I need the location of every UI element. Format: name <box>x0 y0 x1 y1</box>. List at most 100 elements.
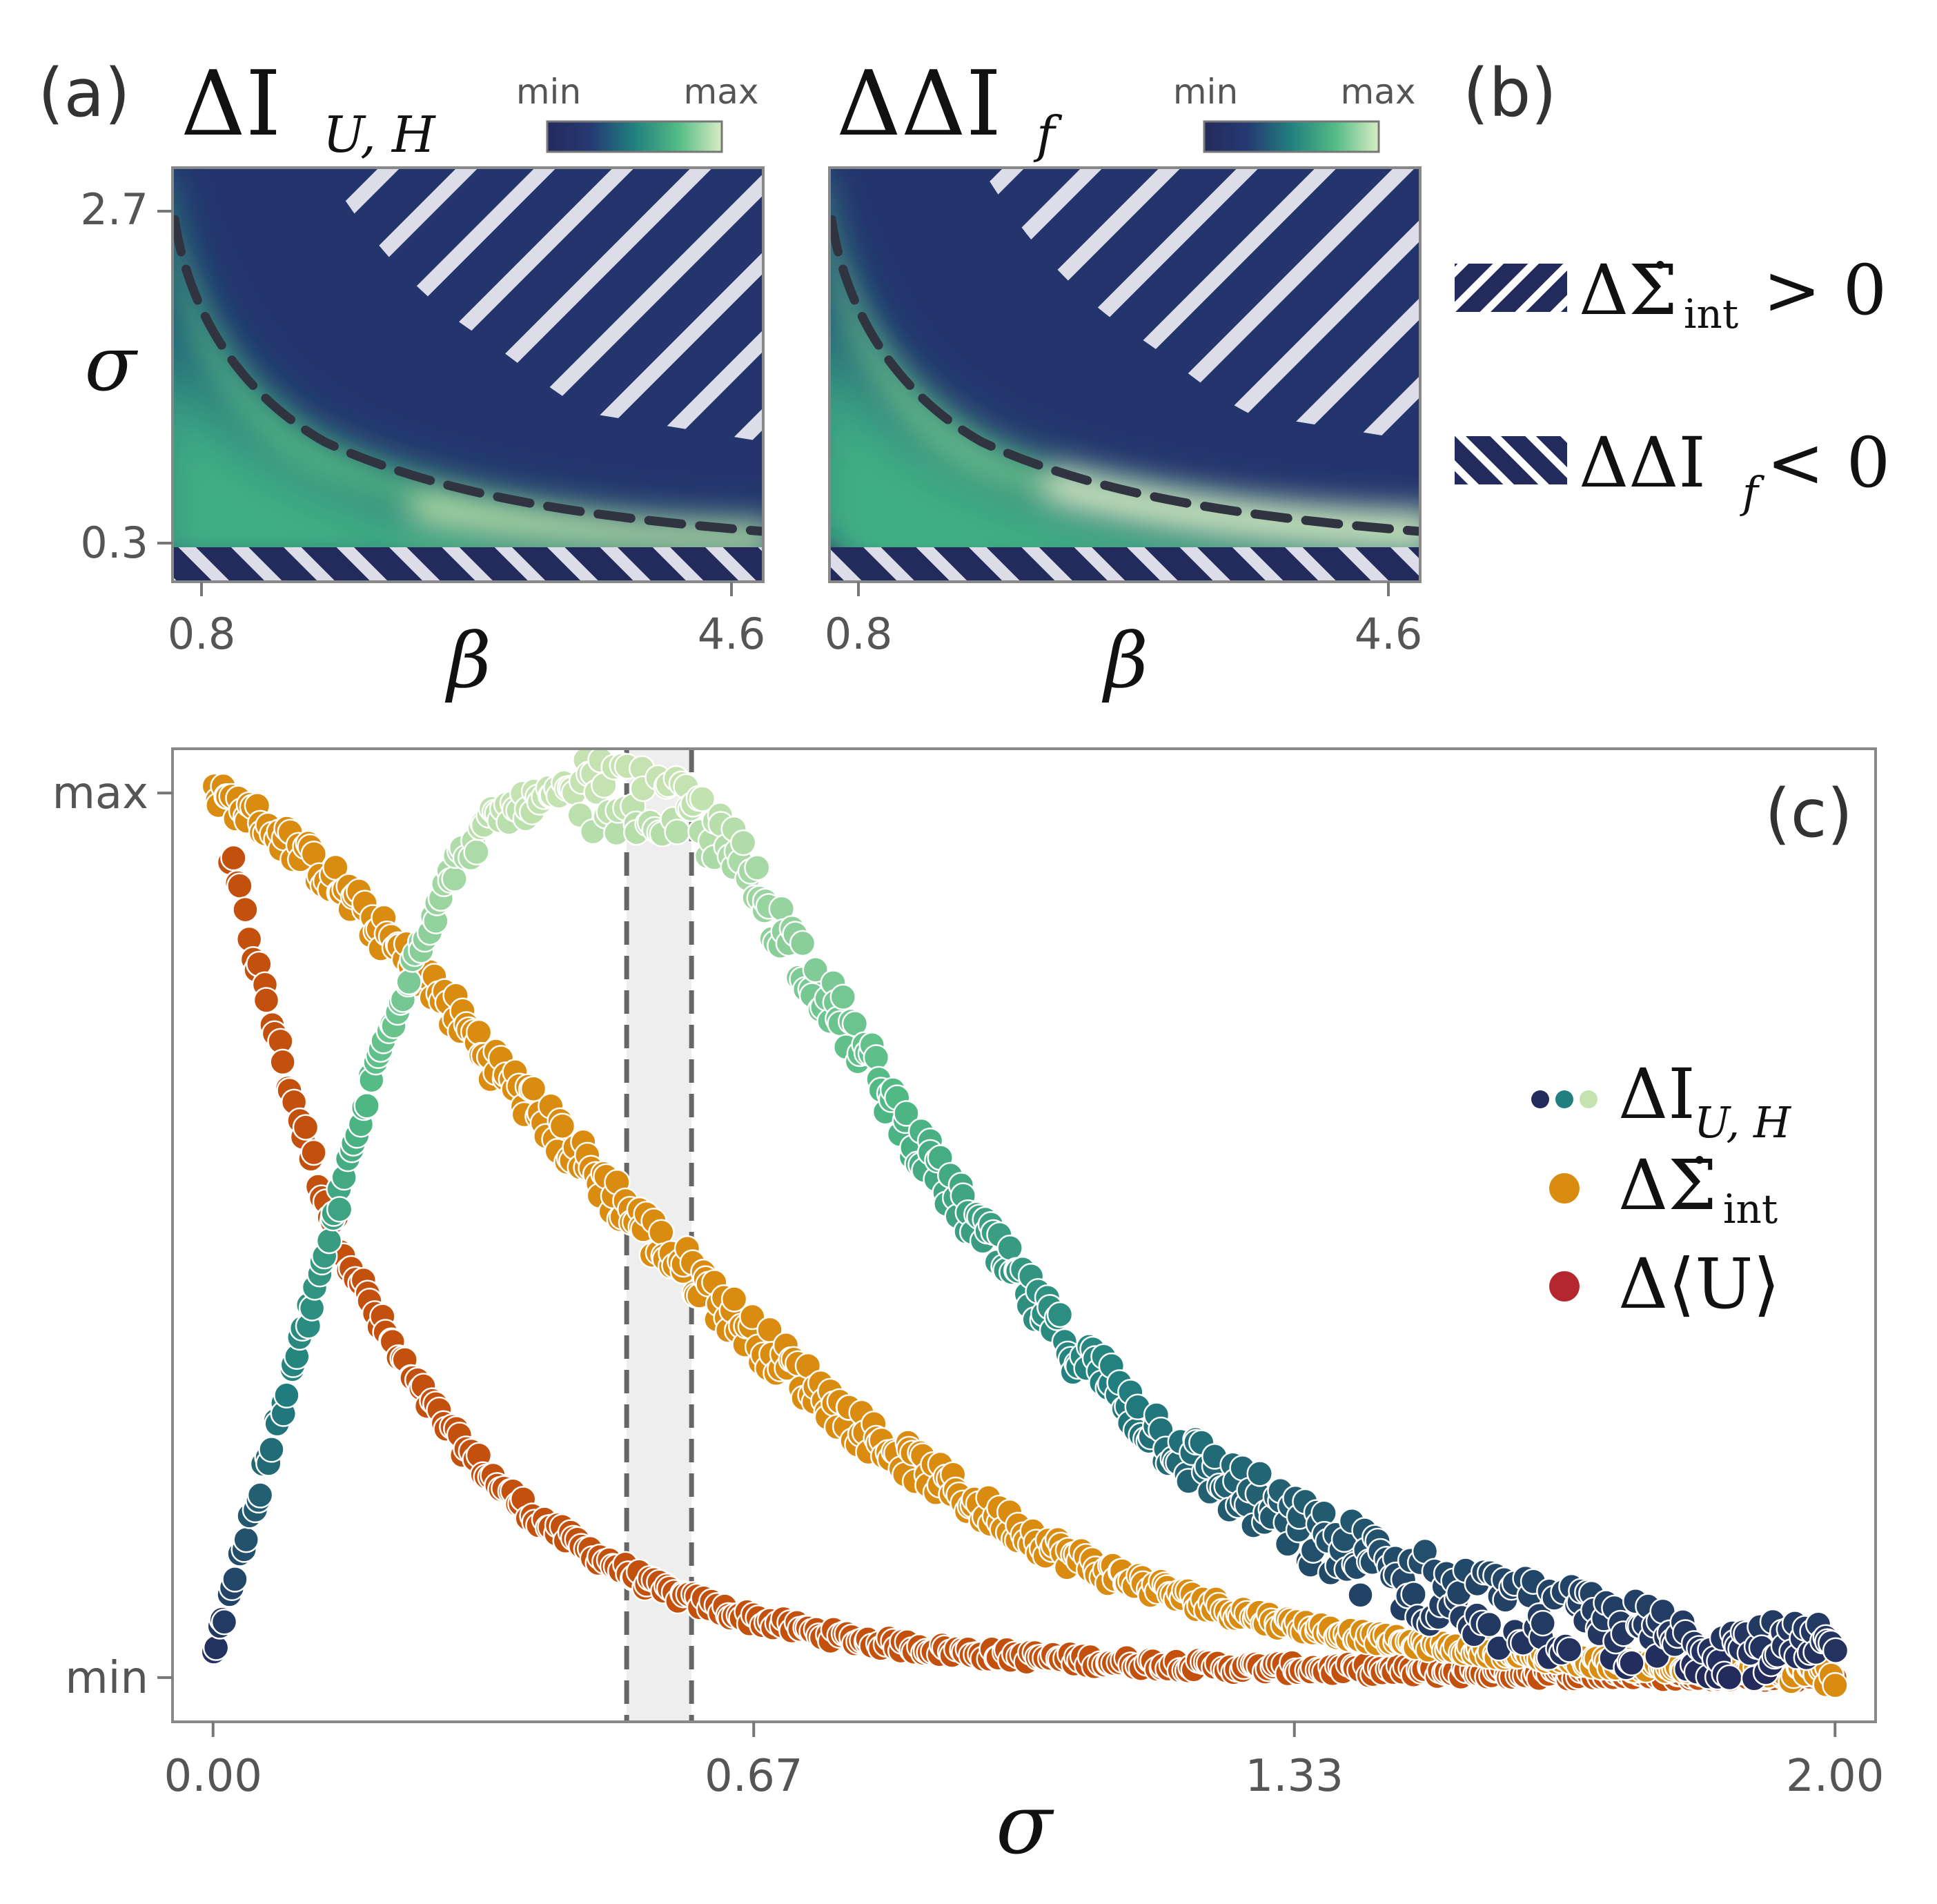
legend-dot-pale <box>1580 1090 1597 1108</box>
ytick-label-0: max <box>52 768 148 819</box>
point-sigma-int-32 <box>300 841 328 867</box>
point-delta-i-19 <box>258 1436 285 1463</box>
heatmap-title-a: ΔI U, H <box>181 51 436 164</box>
legend-label-delta-i-sub: U, H <box>1694 1097 1792 1148</box>
scatter-panel-c: 0.00 0.67 1.33 2.00 max min (c) σ ΔI U, H ΔΣ̇… <box>52 747 1885 1873</box>
point-sigma-int-167 <box>720 1286 748 1313</box>
heatmap-a-ylabel: σ <box>84 320 138 408</box>
heatmap-panel-a: (a) ΔI U, H min max <box>38 51 766 705</box>
scatter-background <box>173 749 1876 1722</box>
colorbar-a-max: max <box>684 72 759 112</box>
heatmap-a-xlabel: β <box>444 616 491 705</box>
point-delta-i-157 <box>689 785 716 812</box>
heatmap-b-xtick-left: 0.8 <box>825 609 893 659</box>
point-delta-u-3 <box>226 872 253 899</box>
hatch-legend-2-sub: f <box>1740 467 1765 518</box>
legend-item-delta-u: Δ⟨U⟩ <box>1549 1244 1780 1324</box>
point-delta-u-20 <box>292 1114 319 1141</box>
point-delta-i-1 <box>202 1634 230 1661</box>
xtick-label-1: 0.67 <box>705 1751 803 1802</box>
legend-dot-navy <box>1531 1090 1549 1108</box>
heatmap-a-xtick-left: 0.8 <box>168 609 236 659</box>
scatter-xlabel: σ <box>996 1777 1054 1873</box>
hatch-legend-1-sub: int <box>1684 291 1738 337</box>
point-delta-i-335 <box>1246 1460 1273 1487</box>
heatmap-a-ytick-top: 2.7 <box>80 184 148 235</box>
point-delta-i-454 <box>1618 1649 1645 1677</box>
panel-label-a: (a) <box>38 55 130 132</box>
colorbar-b: min max <box>1173 72 1416 153</box>
xtick-label-3: 2.00 <box>1786 1751 1885 1802</box>
colorbar-a-gradient <box>546 120 723 153</box>
legend-label-sigma-int: ΔΣ̇ <box>1618 1145 1717 1226</box>
scatter-frame <box>171 747 1877 1723</box>
heatmap-title-b-sub: f <box>1033 106 1063 164</box>
point-delta-i-189 <box>789 930 816 957</box>
hatch-strip-a-bottom <box>173 547 763 582</box>
point-delta-i-271 <box>1046 1301 1074 1328</box>
legend-label-delta-u: Δ⟨U⟩ <box>1618 1244 1780 1324</box>
legend-dot-orange <box>1549 1173 1580 1204</box>
point-delta-i-41 <box>326 1196 353 1223</box>
heatmap-b-xtick-right: 4.6 <box>1355 609 1423 659</box>
colorbar-a-min: min <box>516 72 581 112</box>
point-delta-u-22 <box>300 1139 327 1166</box>
hatch-legend-2-symbol: ΔΔI <box>1579 422 1706 503</box>
hatch-legend-2-rel: < 0 <box>1767 422 1890 503</box>
point-delta-i-4 <box>210 1609 238 1636</box>
heatmap-a-xtick-right: 4.6 <box>698 609 766 659</box>
xtick-label-0: 0.00 <box>164 1751 263 1802</box>
point-delta-u-4 <box>232 896 259 923</box>
legend-dot-red <box>1549 1271 1580 1302</box>
heatmap-b-field <box>829 168 1420 582</box>
hatch-region-b-top <box>981 168 1420 442</box>
hatch-region-a-top <box>324 168 763 442</box>
optimum-curve-b <box>829 215 1420 536</box>
point-delta-i-170 <box>729 829 757 856</box>
scatter-axes: 0.00 0.67 1.33 2.00 max min <box>52 768 1885 1802</box>
point-delta-i-222 <box>893 1100 920 1127</box>
heatmap-title-a-sub: U, H <box>323 106 436 164</box>
heatmap-title-a-main: ΔI <box>181 51 281 156</box>
point-delta-u-14 <box>269 1048 296 1076</box>
point-delta-i-426 <box>1529 1609 1556 1637</box>
point-delta-i-24 <box>273 1382 300 1409</box>
hatch-legend: ΔΣ̇ int > 0 ΔΔI f < 0 <box>1455 250 1890 518</box>
point-delta-i-367 <box>1347 1582 1374 1609</box>
point-sigma-int-112 <box>549 1112 576 1139</box>
colorbar-a: min max <box>516 72 759 153</box>
legend-label-delta-i: ΔI <box>1618 1054 1695 1135</box>
point-delta-i-11 <box>233 1526 259 1553</box>
point-delta-i-63 <box>395 968 422 996</box>
point-delta-i-7 <box>222 1566 248 1593</box>
legend-item-delta-i: ΔI U, H <box>1531 1054 1792 1148</box>
hatch-legend-1-rel: > 0 <box>1763 250 1887 331</box>
point-delta-i-485 <box>1716 1664 1743 1691</box>
point-delta-i-519 <box>1822 1637 1849 1664</box>
legend-item-sigma-int: ΔΣ̇ int <box>1549 1145 1778 1233</box>
legend-dot-teal <box>1555 1090 1573 1108</box>
optimum-curve-a <box>173 215 763 536</box>
ytick-label-1: min <box>65 1653 148 1704</box>
point-delta-i-37 <box>315 1227 343 1255</box>
colorbar-b-max: max <box>1341 72 1416 112</box>
heatmap-b-frame <box>828 166 1422 583</box>
heatmap-a-frame <box>171 166 765 583</box>
colorbar-b-gradient <box>1203 120 1380 153</box>
point-delta-u-10 <box>253 987 280 1014</box>
heatmap-title-b: ΔΔI f <box>836 51 1063 164</box>
point-delta-i-84 <box>463 838 490 866</box>
legend-label-sigma-int-sub: int <box>1723 1186 1778 1233</box>
point-delta-i-149 <box>664 818 691 845</box>
xtick-label-2: 1.33 <box>1245 1751 1344 1802</box>
heatmap-title-b-main: ΔΔI <box>836 51 1001 156</box>
point-delta-i-434 <box>1556 1636 1583 1663</box>
point-delta-i-384 <box>1400 1580 1427 1608</box>
hatch-strip-b-bottom <box>829 547 1420 582</box>
panel-label-b: (b) <box>1463 55 1557 132</box>
hatch-legend-item-ddi: ΔΔI f < 0 <box>1455 422 1890 518</box>
point-delta-i-15 <box>246 1482 274 1509</box>
heatmap-a-ytick-bottom: 0.3 <box>80 518 148 568</box>
heatmap-a-field <box>173 168 763 582</box>
